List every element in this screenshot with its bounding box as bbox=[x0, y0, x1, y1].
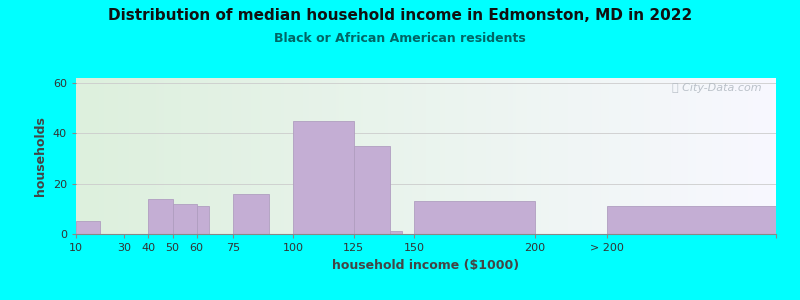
Y-axis label: households: households bbox=[34, 116, 47, 196]
Bar bbox=[354, 146, 390, 234]
Bar bbox=[76, 221, 100, 234]
Bar bbox=[233, 194, 269, 234]
Bar bbox=[294, 121, 354, 234]
Bar bbox=[607, 206, 776, 234]
Text: Distribution of median household income in Edmonston, MD in 2022: Distribution of median household income … bbox=[108, 8, 692, 22]
Text: ⓘ City-Data.com: ⓘ City-Data.com bbox=[672, 83, 762, 93]
Bar bbox=[149, 199, 173, 234]
X-axis label: household income ($1000): household income ($1000) bbox=[333, 259, 519, 272]
Bar bbox=[197, 206, 209, 234]
Text: Black or African American residents: Black or African American residents bbox=[274, 32, 526, 44]
Bar bbox=[390, 232, 402, 234]
Bar bbox=[173, 204, 197, 234]
Bar bbox=[414, 201, 534, 234]
